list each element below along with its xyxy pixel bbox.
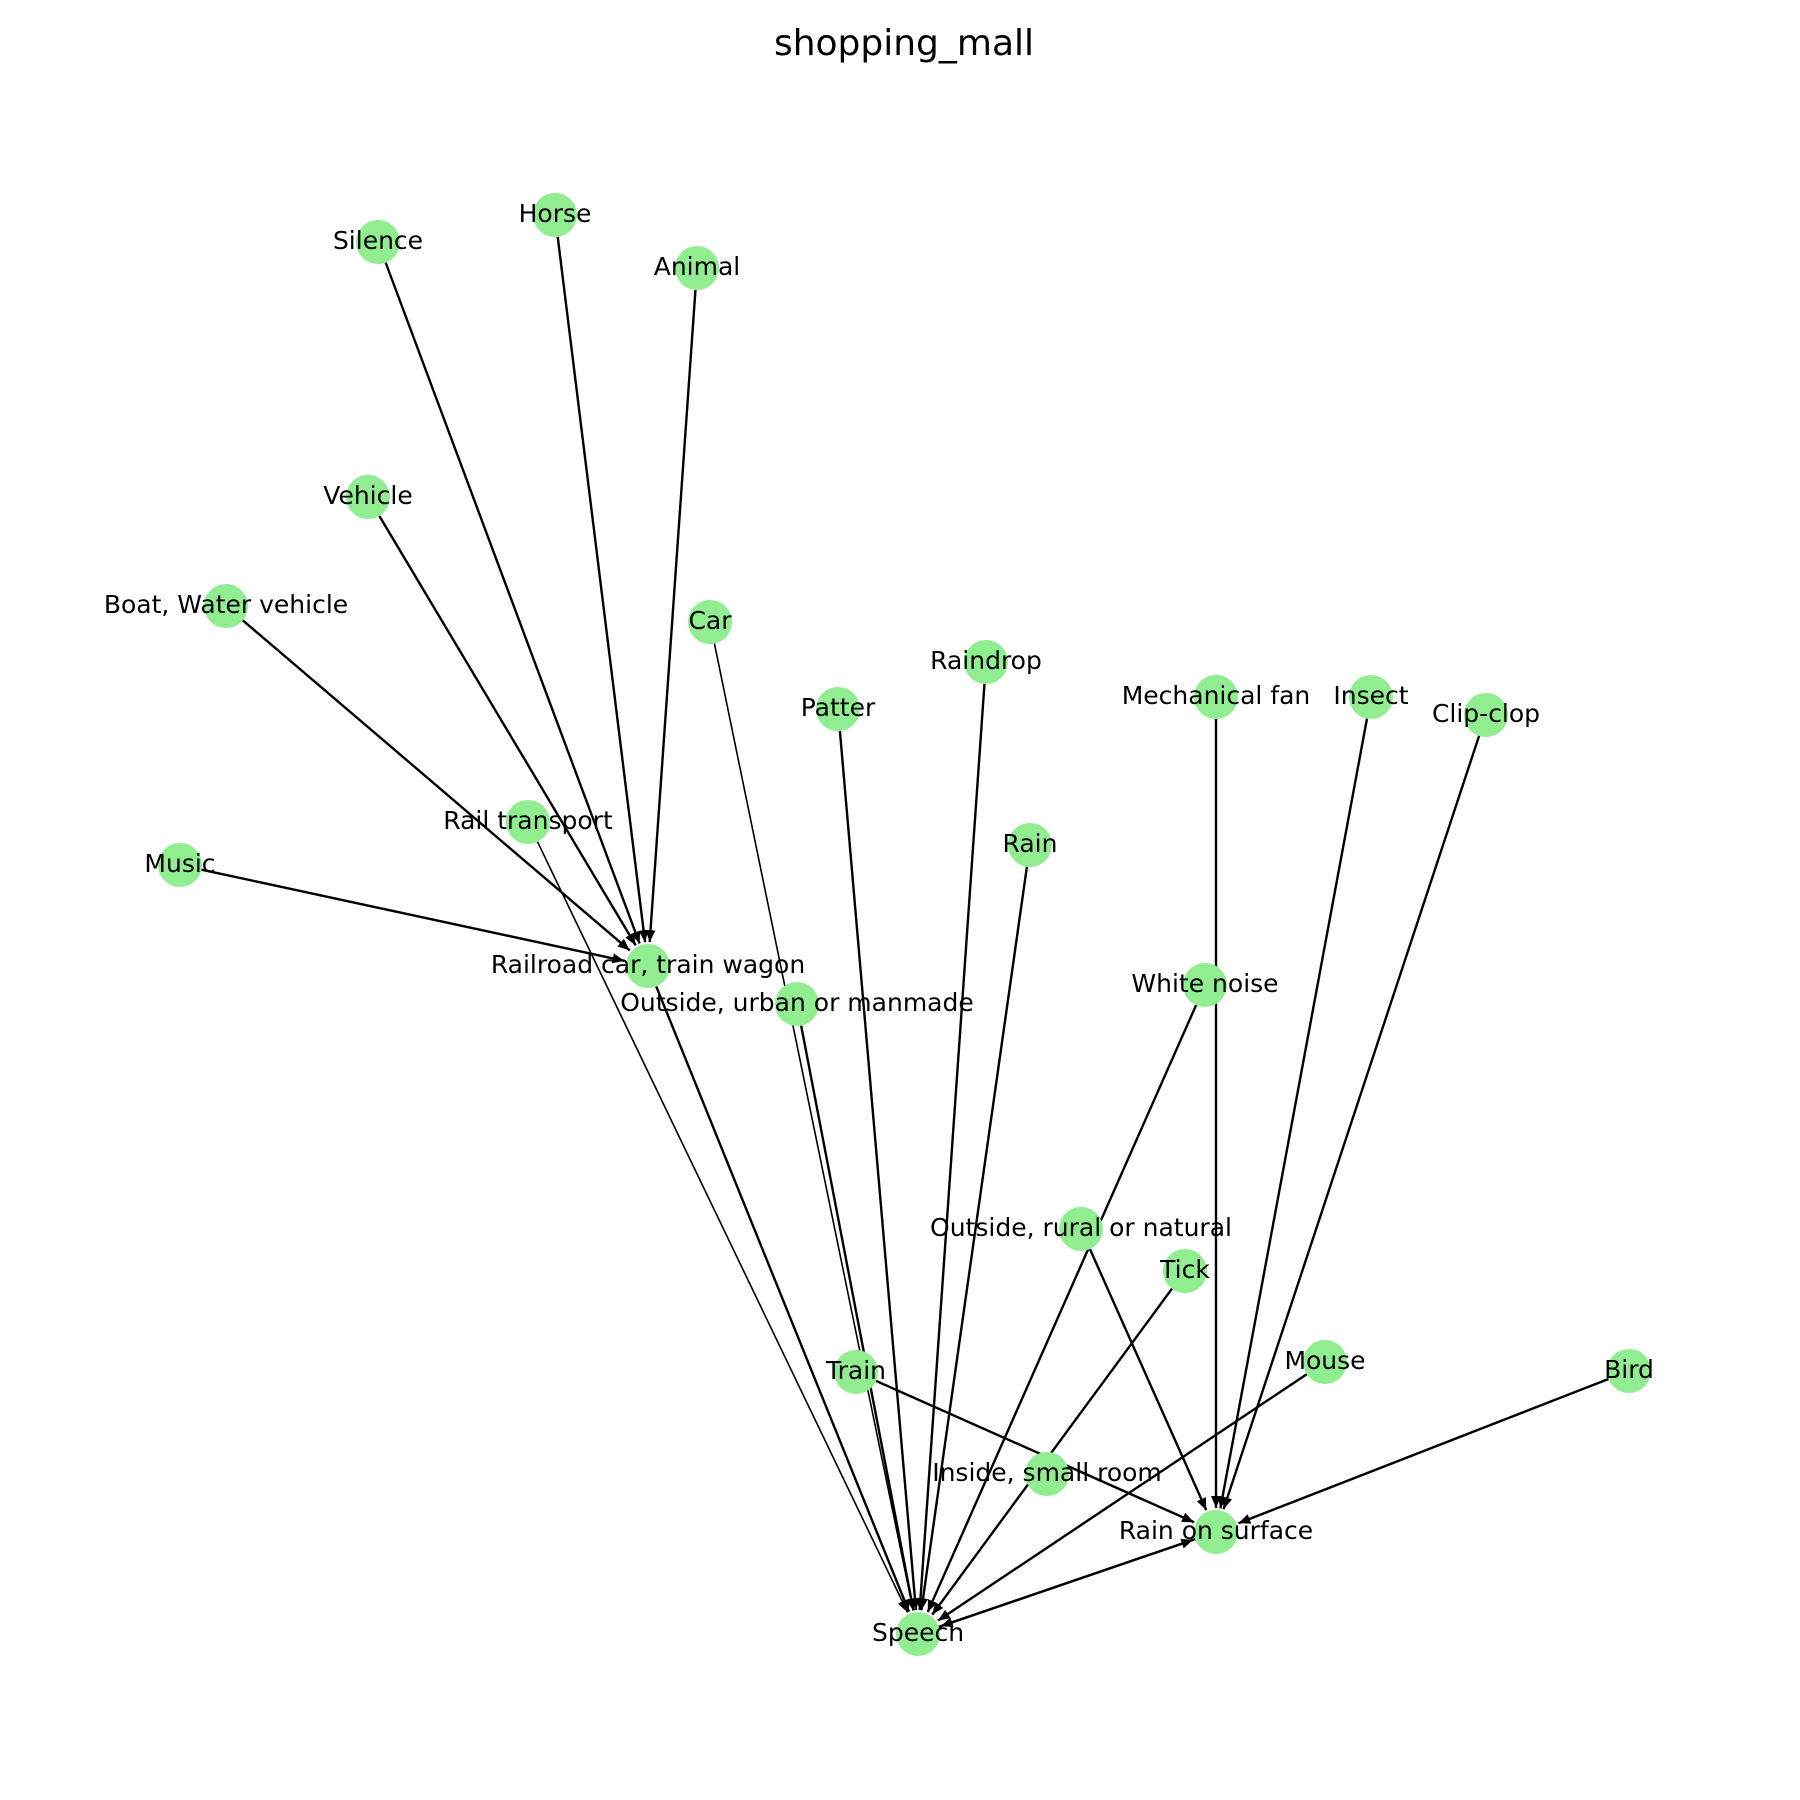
node-label-mechfan: Mechanical fan — [1122, 681, 1311, 710]
node-label-boat: Boat, Water vehicle — [104, 590, 348, 619]
edge-bird-to-rainsurface — [1237, 1377, 1609, 1525]
node-speech — [896, 1612, 940, 1656]
node-label-urban: Outside, urban or manmade — [620, 988, 974, 1017]
graph-title: shopping_mall — [774, 23, 1034, 64]
edge-whitenoise-to-speech — [926, 1004, 1198, 1613]
node-mouse — [1303, 1340, 1347, 1384]
node-label-whitenoise: White noise — [1131, 969, 1278, 998]
edge-horse-to-railroad — [556, 236, 649, 943]
node-boat — [204, 584, 248, 628]
node-label-train: Train — [825, 1356, 886, 1385]
edge-raindrop-to-speech — [915, 683, 986, 1611]
node-whitenoise — [1183, 963, 1227, 1007]
node-patter — [816, 687, 860, 731]
node-clipclop — [1464, 693, 1508, 737]
node-label-mouse: Mouse — [1284, 1346, 1365, 1375]
edge-clipclop-to-rainsurface — [1222, 735, 1481, 1510]
edge-rain-to-speech — [918, 866, 1029, 1611]
node-insect — [1349, 675, 1393, 719]
node-rain — [1008, 823, 1052, 867]
node-label-railroad: Railroad car, train wagon — [491, 950, 805, 979]
node-car — [688, 600, 732, 644]
node-label-rail: Rail transport — [443, 806, 613, 835]
edge-tick-to-speech — [931, 1288, 1173, 1616]
node-music — [158, 843, 202, 887]
edge-railroad-to-speech — [655, 985, 911, 1613]
node-label-speech: Speech — [872, 1618, 964, 1647]
node-horse — [533, 193, 577, 237]
node-label-tick: Tick — [1159, 1255, 1210, 1284]
edge-train-to-rainsurface — [875, 1379, 1195, 1524]
node-label-patter: Patter — [801, 693, 876, 722]
edge-patter-to-speech — [838, 730, 920, 1611]
node-label-silence: Silence — [333, 226, 423, 255]
node-vehicle — [346, 475, 390, 519]
node-label-vehicle: Vehicle — [323, 481, 412, 510]
node-bird — [1607, 1349, 1651, 1393]
node-label-music: Music — [144, 849, 215, 878]
node-rail — [506, 800, 550, 844]
nodes-layer — [158, 193, 1651, 1656]
node-mechfan — [1194, 675, 1238, 719]
node-train — [834, 1350, 878, 1394]
node-silence — [356, 220, 400, 264]
edge-mouse-to-speech — [937, 1373, 1308, 1622]
edge-insect-to-rainsurface — [1217, 718, 1369, 1509]
edge-rail-to-speech — [536, 841, 909, 1613]
edge-urban-to-speech — [799, 1025, 917, 1611]
node-rural — [1059, 1207, 1103, 1251]
edge-speech-to-rainsurface — [938, 1538, 1194, 1629]
node-label-raindrop: Raindrop — [930, 646, 1042, 675]
edge-silence-to-railroad — [384, 262, 641, 944]
node-rainsurface — [1194, 1510, 1238, 1554]
edge-animal-to-railroad — [645, 289, 697, 943]
node-smallroom — [1025, 1452, 1069, 1496]
edge-boat-to-railroad — [241, 619, 631, 952]
node-label-animal: Animal — [654, 252, 741, 281]
labels-layer: Horse Silence Animal Vehicle Boat, Water veh… — [104, 199, 1654, 1647]
edges-layer — [201, 236, 1609, 1629]
node-label-rural: Outside, rural or natural — [930, 1213, 1232, 1242]
edge-car-to-speech — [713, 643, 916, 1611]
node-label-car: Car — [688, 606, 732, 635]
edge-rural-to-rainsurface — [1088, 1248, 1208, 1511]
edge-music-to-railroad — [201, 868, 625, 964]
node-label-bird: Bird — [1604, 1355, 1654, 1384]
node-raindrop — [964, 640, 1008, 684]
node-label-insect: Insect — [1333, 681, 1408, 710]
edge-vehicle-to-railroad — [378, 515, 637, 947]
node-railroad — [626, 944, 670, 988]
node-label-clipclop: Clip-clop — [1432, 699, 1540, 728]
node-urban — [775, 982, 819, 1026]
node-label-rain: Rain — [1003, 829, 1058, 858]
node-tick — [1163, 1249, 1207, 1293]
node-label-smallroom: Inside, small room — [932, 1458, 1162, 1487]
node-animal — [675, 246, 719, 290]
node-label-horse: Horse — [519, 199, 592, 228]
node-label-rainsurface: Rain on surface — [1119, 1516, 1313, 1545]
